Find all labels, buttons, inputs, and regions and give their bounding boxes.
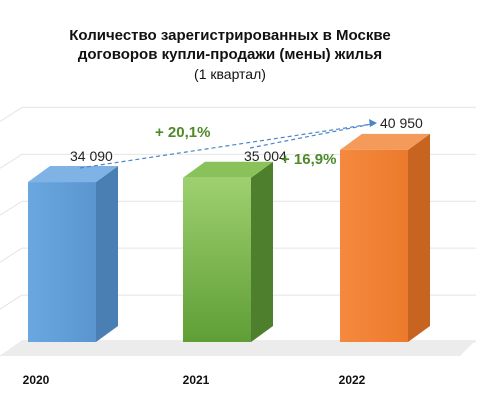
gridline-slant	[0, 294, 23, 310]
chart-title: Количество зарегистрированных в Москве д…	[0, 26, 460, 84]
bar-top	[340, 133, 430, 150]
bar-2020	[28, 166, 118, 342]
category-label-2022: 2022	[339, 373, 366, 387]
arrow-2020-2022	[79, 123, 373, 169]
bar-front	[28, 182, 96, 342]
value-label-2022: 40 950	[380, 115, 423, 131]
gridline-slant	[0, 153, 23, 169]
category-label-2021: 2021	[183, 373, 210, 387]
chart-floor	[0, 340, 476, 356]
labels: 34 090 35 004 40 950 + 20,1% + 16,9% 2020 2021…	[23, 115, 423, 387]
category-label-2020: 2020	[23, 373, 50, 387]
bar-side	[408, 133, 430, 342]
bar-front	[340, 149, 408, 342]
bar-side	[251, 161, 273, 342]
bar-2022	[340, 133, 430, 342]
bar-2021	[183, 161, 273, 342]
bar-top	[28, 166, 118, 183]
bars	[28, 133, 430, 342]
gridline-slant	[0, 106, 23, 122]
gridline-slant	[0, 247, 23, 263]
bar-front	[183, 177, 251, 342]
bar-side	[96, 166, 118, 342]
bar-top	[183, 161, 273, 178]
chart-subtitle: (1 квартал)	[194, 66, 266, 82]
growth-annotation-2021: + 16,9%	[281, 151, 336, 168]
value-label-2020: 34 090	[70, 148, 113, 164]
growth-annotation-2020: + 20,1%	[155, 124, 210, 141]
arrow-head	[369, 119, 377, 127]
chart-title-line-2: договоров купли-продажи (мены) жилья	[77, 46, 383, 63]
gridline-slant	[0, 200, 23, 216]
chart-title-line-1: Количество зарегистрированных в Москве	[69, 27, 391, 44]
value-label-2021: 35 004	[244, 148, 287, 164]
